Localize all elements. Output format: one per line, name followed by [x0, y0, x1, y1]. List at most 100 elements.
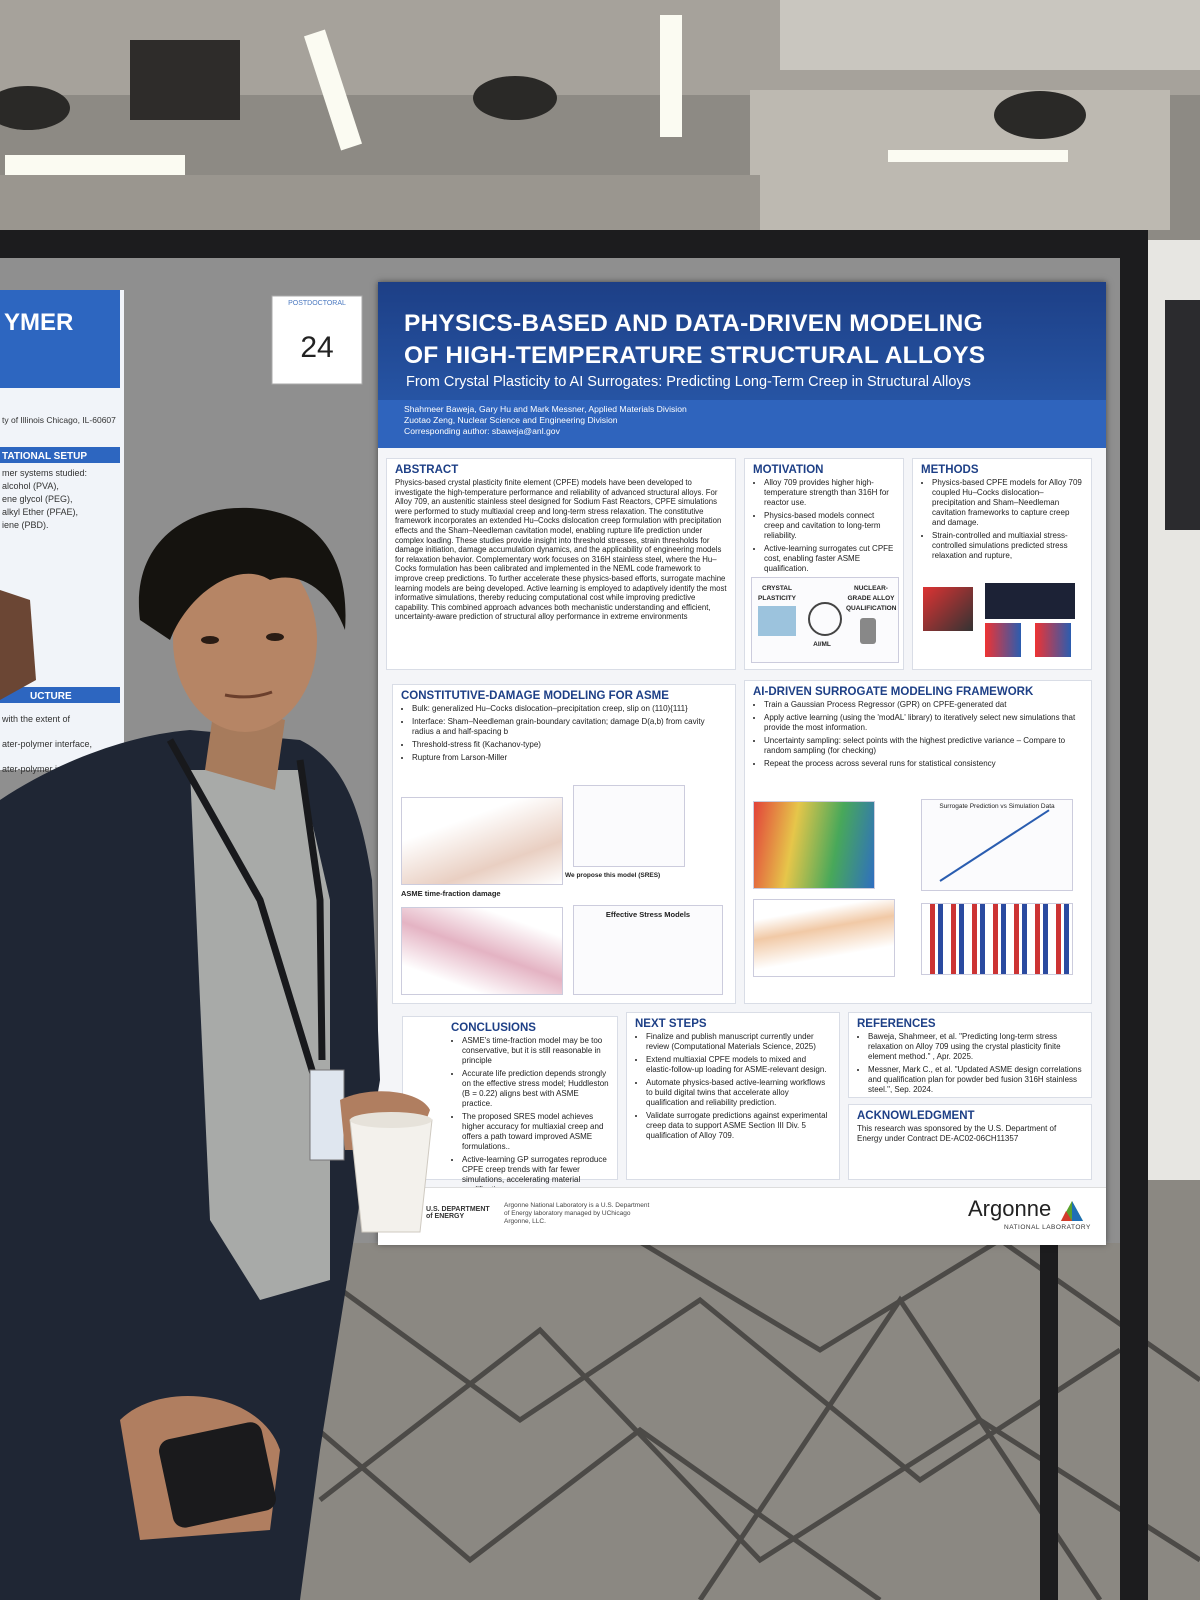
- figure-image: [985, 583, 1075, 619]
- text-line: Shahmeer Baweja, Gary Hu and Mark Messne…: [404, 404, 687, 414]
- section-heading: METHODS: [921, 464, 979, 476]
- eye: [201, 636, 219, 644]
- bullet-item: Rupture from Larson-Miller: [412, 753, 727, 763]
- abstract-text: Physics-based crystal plasticity finite …: [395, 478, 727, 622]
- doe-logo-text: U.S. DEPARTMENT of ENERGY: [426, 1206, 490, 1220]
- neighbor-section: UCTURE: [30, 691, 72, 702]
- acknowledgment: ACKNOWLEDGMENT This research was sponsor…: [848, 1104, 1092, 1180]
- argonne-icon: [1061, 1201, 1083, 1221]
- figure: [921, 903, 1073, 975]
- argonne-subtitle: NATIONAL LABORATORY: [1004, 1224, 1091, 1231]
- neighbor-title: YMER: [4, 309, 73, 336]
- cup: [349, 1119, 433, 1233]
- mouth: [224, 690, 273, 699]
- conclusions: CONCLUSIONS ASME's time-fraction model m…: [402, 1016, 618, 1194]
- bullet-item: Validate surrogate predictions against e…: [646, 1111, 831, 1141]
- figure: [753, 899, 895, 977]
- surrogate-framework: AI-DRIVEN SURROGATE MODELING FRAMEWORK T…: [744, 680, 1092, 1004]
- bullet-item: Uncertainty sampling: select points with…: [764, 736, 1083, 756]
- bullet-item: Physics-based CPFE models for Alloy 709 …: [932, 478, 1083, 528]
- ceiling-light: [660, 15, 682, 137]
- next-steps: NEXT STEPS Finalize and publish manuscri…: [626, 1012, 840, 1180]
- figure-label: We propose this model (SRES): [565, 872, 661, 879]
- hand: [0, 590, 36, 700]
- text-line: Corresponding author: sbaweja@anl.gov: [404, 426, 560, 436]
- section-heading: MOTIVATION: [753, 464, 824, 476]
- neighbor-text: mer systems studied:: [2, 468, 87, 478]
- figure-image: [923, 587, 973, 631]
- bullet-item: Repeat the process across several runs f…: [764, 759, 1083, 769]
- figure-image: [758, 606, 796, 636]
- neighbor-items: mer systems studied: alcohol (PVA), ene gl…: [2, 468, 87, 530]
- title-line: OF HIGH-TEMPERATURE STRUCTURAL ALLOYS: [404, 342, 986, 369]
- board-tag: POSTDOCTORAL: [288, 300, 346, 307]
- board-leg: [1040, 1240, 1058, 1600]
- board-frame: [1120, 230, 1148, 1600]
- bullet-list: Alloy 709 provides higher high-temperatu…: [753, 478, 895, 574]
- figure-label: Surrogate Prediction vs Simulation Data: [939, 803, 1055, 810]
- bullet-item: Physics-based models connect creep and c…: [764, 511, 895, 541]
- poster-title: PHYSICS-BASED AND DATA-DRIVEN MODELING OF…: [404, 308, 985, 372]
- bullet-item: Strain-controlled and multiaxial stress-…: [932, 531, 1083, 561]
- ceiling-light: [5, 155, 185, 175]
- bullet-item: Apply active learning (using the 'modAL'…: [764, 713, 1083, 733]
- neighbor-lines: with the extent of ater-polymer interface…: [1, 714, 92, 774]
- booth-card: [271, 295, 363, 385]
- figure-icon: [860, 618, 876, 644]
- booth-number: 24: [300, 331, 333, 364]
- figure-label: NUCLEAR-GRADE ALLOY QUALIFICATION: [846, 585, 897, 612]
- neighbor-affiliation: ty of Illinois Chicago, IL-60607: [2, 415, 116, 425]
- title-line: PHYSICS-BASED AND DATA-DRIVEN MODELING: [404, 310, 983, 337]
- neighbor-section: TATIONAL SETUP: [2, 451, 87, 462]
- bullet-item: Messner, Mark C., et al. "Updated ASME d…: [868, 1065, 1083, 1095]
- ceiling-vent: [130, 40, 240, 120]
- lanyard: [166, 738, 319, 1082]
- bullet-item: Accurate life prediction depends strongl…: [462, 1069, 609, 1109]
- figure-label: AI/ML: [813, 641, 831, 648]
- speaker: [994, 91, 1086, 139]
- neighbor-section-bar: [0, 687, 120, 703]
- figure: [753, 801, 875, 889]
- section-heading: CONSTITUTIVE-DAMAGE MODELING FOR ASME: [401, 690, 669, 702]
- cup-rim: [350, 1112, 432, 1128]
- references: REFERENCES Baweja, Shahmeer, et al. "Pre…: [848, 1012, 1092, 1098]
- figure: [401, 907, 563, 995]
- speaker: [473, 76, 557, 120]
- bullet-item: Finalize and publish manuscript currentl…: [646, 1032, 831, 1052]
- eye: [266, 633, 284, 641]
- figure-icon: [808, 602, 842, 636]
- section-heading: REFERENCES: [857, 1018, 936, 1030]
- neighbor-text: ene glycol (PEG),: [2, 494, 73, 504]
- poster-subtitle: From Crystal Plasticity to AI Surrogates…: [406, 374, 971, 390]
- argonne-logo: Argonne: [968, 1196, 1052, 1221]
- bullet-list: Baweja, Shahmeer, et al. "Predicting lon…: [857, 1032, 1083, 1095]
- section-heading: NEXT STEPS: [635, 1018, 707, 1030]
- bullet-item: Active-learning surrogates cut CPFE cost…: [764, 544, 895, 574]
- figure: Surrogate Prediction vs Simulation Data: [921, 799, 1073, 891]
- speaker: [0, 86, 70, 130]
- figure: CRYSTAL PLASTICITY AI/ML NUCLEAR-GRADE A…: [751, 577, 899, 663]
- figure-label: ASME time-fraction damage: [401, 889, 501, 898]
- section-heading: AI-DRIVEN SURROGATE MODELING FRAMEWORK: [753, 686, 1034, 698]
- neighbor-poster-header: [0, 290, 120, 388]
- bullet-item: Bulk: generalized Hu–Cocks dislocation–p…: [412, 704, 727, 714]
- bullet-item: Train a Gaussian Process Regressor (GPR)…: [764, 700, 1083, 710]
- bullet-item: Interface: Sham–Needleman grain-boundary…: [412, 717, 727, 737]
- figure-image: [985, 623, 1021, 657]
- badge: [309, 1069, 345, 1161]
- motivation: MOTIVATION Alloy 709 provides higher hig…: [744, 458, 904, 670]
- ceiling-light: [888, 150, 1068, 162]
- neighbor-text: alcohol (PVA),: [2, 481, 59, 491]
- face: [173, 548, 317, 732]
- ceiling-light: [303, 29, 363, 151]
- hair: [138, 507, 346, 640]
- neighbor-text: ater-polymer interface,: [2, 739, 92, 749]
- neighbor-section-bar: [0, 447, 120, 463]
- authors: Shahmeer Baweja, Gary Hu and Mark Messne…: [378, 400, 1106, 448]
- doe-note: Argonne National Laboratory is a U.S. De…: [504, 1202, 650, 1225]
- text-line: Zuotao Zeng, Nuclear Science and Enginee…: [404, 415, 618, 425]
- poster: PHYSICS-BASED AND DATA-DRIVEN MODELING OF…: [378, 282, 1106, 1245]
- sweater: [190, 770, 330, 1300]
